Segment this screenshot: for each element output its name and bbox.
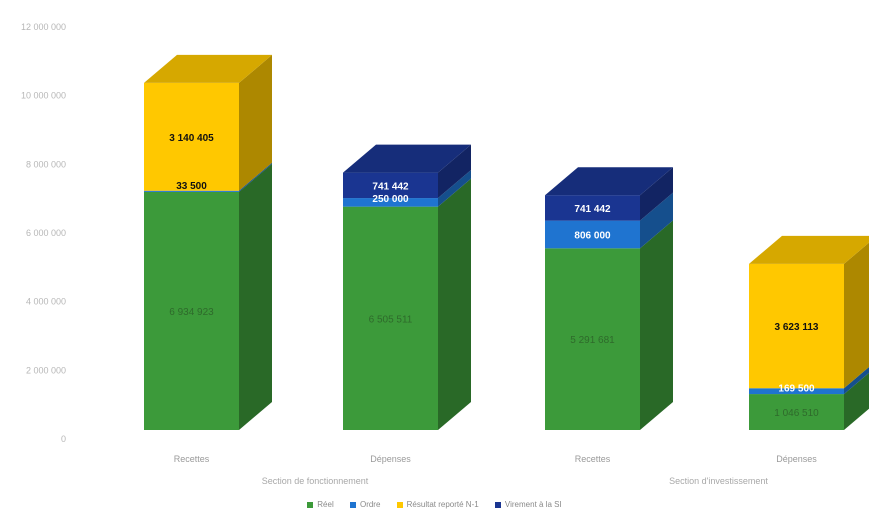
bar-segment-side bbox=[239, 54, 272, 191]
x-group-label: Section de fonctionnement bbox=[262, 476, 369, 486]
bar-segment-side bbox=[844, 367, 869, 395]
bar-top-face bbox=[749, 235, 869, 264]
legend-swatch-resultat bbox=[396, 501, 403, 508]
bar-segment-side bbox=[640, 220, 673, 430]
x-category-label: Dépenses bbox=[776, 454, 817, 464]
legend-label-resultat: Résultat reporté N-1 bbox=[406, 500, 479, 509]
bar-segment-side bbox=[438, 170, 471, 207]
bar-segment-side bbox=[844, 242, 869, 389]
bar-segment-front bbox=[545, 220, 640, 249]
legend-label-virement: Virement à la SI bbox=[504, 500, 562, 509]
bar-segment-side bbox=[239, 163, 272, 430]
bar-segment-front bbox=[144, 190, 239, 192]
x-category-label: Recettes bbox=[575, 454, 611, 464]
bar-stack-3: 1 046 510 169 500 3 623 113 bbox=[749, 235, 869, 430]
bar-segment-front bbox=[343, 172, 438, 199]
legend-item-reel: Réel bbox=[307, 500, 334, 509]
data-label: 3 140 405 bbox=[169, 133, 214, 144]
data-label: 806 000 bbox=[574, 230, 611, 241]
y-tick-label: 6 000 000 bbox=[26, 228, 66, 238]
y-tick-label: 4 000 000 bbox=[26, 297, 66, 307]
y-tick-label: 12 000 000 bbox=[21, 22, 66, 32]
data-label: 5 291 681 bbox=[570, 335, 615, 346]
legend-swatch-ordre bbox=[349, 501, 356, 508]
data-label: 3 623 113 bbox=[775, 322, 819, 333]
bar-segment-side bbox=[438, 178, 471, 430]
bar-segment-front bbox=[749, 388, 844, 395]
bar-segment-front bbox=[144, 82, 239, 191]
bar-segment-front bbox=[545, 195, 640, 221]
bar-segment-front bbox=[749, 394, 844, 430]
x-category-label: Recettes bbox=[174, 454, 210, 464]
legend-item-ordre: Ordre bbox=[349, 500, 381, 509]
legend-item-virement: Virement à la SI bbox=[494, 500, 562, 509]
data-label: 1 046 510 bbox=[774, 408, 819, 419]
bar-top-face bbox=[343, 144, 471, 173]
bar-segment-front bbox=[144, 191, 239, 430]
x-group-label: Section d'investissement bbox=[669, 476, 768, 486]
bar-segment-side bbox=[438, 144, 471, 199]
legend-label-reel: Réel bbox=[317, 500, 334, 509]
data-label: 33 500 bbox=[176, 181, 207, 192]
data-label: 169 500 bbox=[778, 383, 815, 394]
legend: Réel Ordre Résultat reporté N-1 Virement… bbox=[0, 500, 869, 509]
y-tick-label: 2 000 000 bbox=[26, 365, 66, 375]
data-label: 6 934 923 bbox=[169, 307, 214, 318]
bar-top-face bbox=[545, 167, 673, 196]
legend-label-ordre: Ordre bbox=[359, 500, 381, 509]
data-label: 741 442 bbox=[372, 181, 409, 192]
legend-swatch-reel bbox=[307, 501, 314, 508]
bar-segment-front bbox=[343, 198, 438, 207]
bar-stack-0: 6 934 923 33 500 3 140 405 bbox=[144, 54, 272, 430]
bar-segment-side bbox=[844, 372, 869, 430]
bar-stack-2: 5 291 681 806 000 741 442 bbox=[545, 167, 673, 430]
y-tick-label: 8 000 000 bbox=[26, 159, 66, 169]
y-tick-label: 0 bbox=[61, 434, 66, 444]
data-label: 250 000 bbox=[372, 194, 409, 205]
bar-segment-side bbox=[640, 192, 673, 249]
bar-segment-front bbox=[749, 263, 844, 389]
bar-segment-front bbox=[545, 248, 640, 430]
bar-segment-side bbox=[640, 167, 673, 221]
legend-item-resultat: Résultat reporté N-1 bbox=[396, 500, 479, 509]
bar-segment-side bbox=[239, 162, 272, 192]
bar-top-face bbox=[144, 54, 272, 83]
y-tick-label: 10 000 000 bbox=[21, 91, 66, 101]
x-category-label: Dépenses bbox=[370, 454, 411, 464]
data-label: 741 442 bbox=[574, 204, 611, 215]
data-label: 6 505 511 bbox=[369, 314, 413, 325]
bar-stack-1: 6 505 511 250 000 741 442 bbox=[343, 144, 471, 430]
bar-segment-front bbox=[343, 206, 438, 430]
legend-swatch-virement bbox=[494, 501, 501, 508]
